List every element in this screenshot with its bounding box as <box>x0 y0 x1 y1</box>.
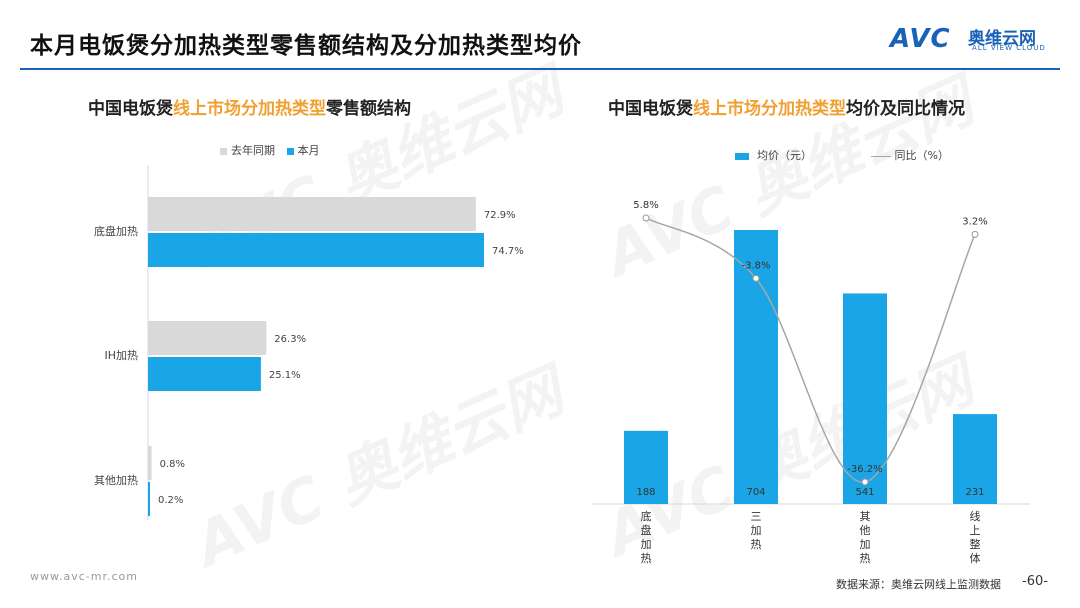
data-label: 0.8% <box>160 459 185 470</box>
category-label: 其他加热 <box>94 474 138 487</box>
data-label: 231 <box>965 487 984 498</box>
legend-item-avg-price: 均价（元） <box>735 149 812 162</box>
legend-item-current: 本月 <box>286 144 320 157</box>
category-label: 底盘加热 <box>641 509 652 565</box>
bar-current <box>148 233 484 267</box>
data-label: 25.1% <box>269 370 301 381</box>
yoy-label: -3.8% <box>741 260 770 271</box>
category-label: 三加热 <box>751 510 762 551</box>
logo-avc-text: AVC <box>890 24 951 54</box>
data-label: 0.2% <box>158 495 183 506</box>
right-chart-title: 中国电饭煲线上市场分加热类型均价及同比情况 <box>608 99 965 119</box>
data-label: 704 <box>746 487 765 498</box>
bar-current <box>148 357 261 391</box>
data-label: 541 <box>855 487 874 498</box>
bar-current <box>148 482 150 516</box>
bar-last-year <box>148 321 267 355</box>
yoy-label: 5.8% <box>633 200 658 211</box>
bar-last-year <box>148 197 476 231</box>
yoy-point <box>971 230 979 238</box>
bar-last-year <box>148 446 152 480</box>
yoy-point <box>861 478 869 486</box>
data-label: 74.7% <box>492 246 524 257</box>
left-chart-title: 中国电饭煲线上市场分加热类型零售额结构 <box>88 99 411 119</box>
yoy-line <box>645 217 976 483</box>
yoy-point <box>752 274 760 282</box>
category-label: 线上整体 <box>970 509 981 565</box>
data-label: 72.9% <box>484 210 516 221</box>
yoy-label: -36.2% <box>847 464 882 475</box>
data-label: 188 <box>636 487 655 498</box>
page-number: -60- <box>1022 574 1048 589</box>
logo-cn-text: 奥维云网 <box>968 29 1036 49</box>
avc-logo: AVC 奥维云网 ALL VIEW CLOUD <box>890 22 1060 58</box>
title-divider <box>20 68 1060 70</box>
yoy-point <box>642 214 650 222</box>
yoy-label: 3.2% <box>962 216 987 227</box>
right-chart-legend: 均价（元） 同比（%） <box>735 147 949 163</box>
logo-en-text: ALL VIEW CLOUD <box>972 44 1046 52</box>
legend-item-last-year: 去年同期 <box>220 144 275 157</box>
page-title: 本月电饭煲分加热类型零售额结构及分加热类型均价 <box>30 33 582 59</box>
footer-source: 数据来源：奥维云网线上监测数据 <box>836 578 1001 591</box>
data-label: 26.3% <box>274 334 306 345</box>
category-label: 其他加热 <box>860 510 871 565</box>
footer-url: www.avc-mr.com <box>30 570 138 583</box>
left-chart-legend: 去年同期 本月 <box>220 142 320 158</box>
bar-avg-price <box>624 430 668 504</box>
category-label: IH加热 <box>104 349 138 362</box>
bar-avg-price <box>843 293 887 504</box>
bar-avg-price <box>953 414 997 504</box>
legend-item-yoy: 同比（%） <box>870 149 949 162</box>
category-label: 底盘加热 <box>94 224 138 238</box>
